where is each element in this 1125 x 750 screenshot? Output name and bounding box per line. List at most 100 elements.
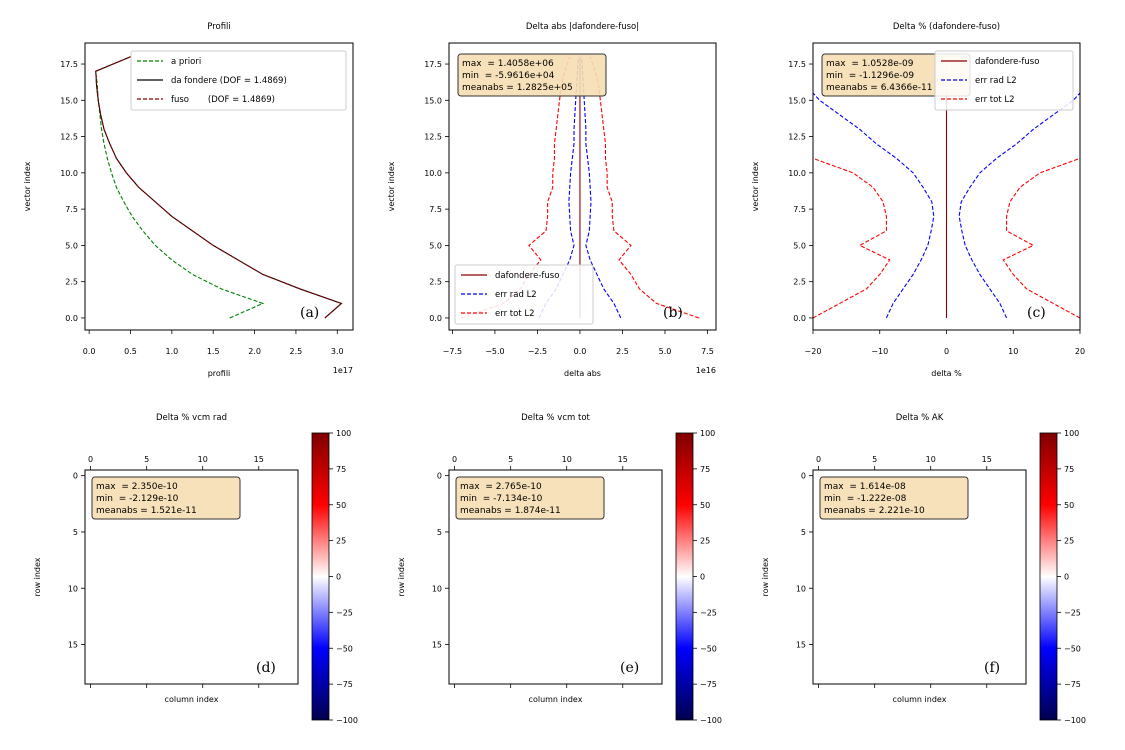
heat-cell xyxy=(516,470,528,482)
heat-cell xyxy=(460,650,472,662)
heat-cell xyxy=(594,616,607,628)
heat-cell xyxy=(264,582,276,595)
heat-cell xyxy=(639,661,652,674)
heat-cell xyxy=(85,605,97,617)
heat-cell xyxy=(538,672,551,685)
heat-cell xyxy=(594,593,607,606)
heat-cell xyxy=(561,650,573,662)
heat-cell xyxy=(482,616,495,628)
heat-cell xyxy=(936,526,948,538)
heat-cell xyxy=(493,526,506,538)
heat-cell xyxy=(869,560,881,572)
heat-cell xyxy=(869,627,881,640)
heat-cell xyxy=(197,672,209,685)
heat-cell xyxy=(813,526,825,538)
heat-cell xyxy=(230,650,243,662)
heat-cell xyxy=(152,616,164,628)
heat-cell xyxy=(561,537,573,550)
heat-cell xyxy=(936,560,948,572)
heat-cell xyxy=(605,571,618,583)
heat-cell xyxy=(857,616,870,628)
x-tick-label: 2.0 xyxy=(248,347,261,356)
heat-cell xyxy=(230,593,243,606)
heat-cell xyxy=(493,515,506,527)
heat-cell xyxy=(572,537,584,550)
heat-cell xyxy=(969,526,982,538)
heat-cell xyxy=(835,661,847,674)
heat-cell xyxy=(230,672,243,685)
heat-cell xyxy=(549,537,562,550)
heat-cell xyxy=(286,650,299,662)
heat-cell xyxy=(449,593,461,606)
heat-cell xyxy=(286,627,299,640)
panel-label: (b) xyxy=(663,305,683,321)
stats-box xyxy=(457,53,607,97)
heat-cell xyxy=(208,638,220,651)
heat-cell xyxy=(1014,548,1027,561)
heat-cell xyxy=(813,593,825,606)
heat-cell xyxy=(163,582,175,595)
heat-cell xyxy=(605,638,618,651)
heat-cell xyxy=(572,470,584,482)
heat-cell xyxy=(152,605,164,617)
heat-cell xyxy=(241,638,254,651)
heat-cell xyxy=(617,593,629,606)
heat-cell xyxy=(275,661,288,674)
heat-cell xyxy=(118,537,131,550)
heat-cell xyxy=(925,650,937,662)
colorbar-tick-label: −25 xyxy=(1064,608,1081,617)
heat-cell xyxy=(958,470,971,482)
heat-cell xyxy=(594,605,607,617)
x-tick-label: 10 xyxy=(198,455,208,464)
heat-cell xyxy=(85,470,97,482)
heat-cell xyxy=(286,582,299,595)
heat-cell xyxy=(549,638,562,651)
heat-cell xyxy=(482,526,495,538)
legend-label: fuso (DOF = 1.4869) xyxy=(171,95,275,105)
heat-cell xyxy=(981,627,993,640)
heat-cell xyxy=(639,537,652,550)
heat-cell xyxy=(947,672,960,685)
heat-cell xyxy=(107,593,119,606)
y-tick-label: 5.0 xyxy=(793,241,806,250)
heat-cell xyxy=(902,548,915,561)
heat-cell xyxy=(1014,638,1027,651)
heat-cell xyxy=(1014,560,1027,572)
x-tick-label: 10 xyxy=(1008,347,1018,356)
heat-cell xyxy=(880,560,892,572)
heat-cell xyxy=(208,650,220,662)
heat-cell xyxy=(594,560,607,572)
heat-cell xyxy=(583,537,596,550)
heat-cell xyxy=(617,492,629,505)
colorbar-tick-label: 0 xyxy=(1064,573,1069,582)
heat-cell xyxy=(981,582,993,595)
heat-cell xyxy=(605,616,618,628)
heat-cell xyxy=(583,571,596,583)
heat-cell xyxy=(958,526,971,538)
series-line-mirror xyxy=(813,157,891,319)
x-axis-label: profili xyxy=(208,369,231,378)
heat-cell xyxy=(505,627,517,640)
heat-cell xyxy=(163,548,175,561)
colorbar-tick-label: 50 xyxy=(336,501,346,510)
heat-cell xyxy=(118,605,131,617)
heat-cell xyxy=(650,481,663,493)
y-axis-label: vector index xyxy=(751,161,760,211)
heat-cell xyxy=(902,515,915,527)
heat-cell xyxy=(572,672,584,685)
heat-cell xyxy=(880,470,892,482)
heat-cell xyxy=(241,492,254,505)
heat-cell xyxy=(185,605,198,617)
heat-cell xyxy=(869,537,881,550)
heat-cell xyxy=(902,571,915,583)
colorbar-tick-label: 100 xyxy=(336,429,351,438)
heat-cell xyxy=(230,537,243,550)
heat-cell xyxy=(835,672,847,685)
heat-cell xyxy=(561,661,573,674)
heat-cell xyxy=(617,672,629,685)
heat-cell xyxy=(583,616,596,628)
heat-cell xyxy=(572,616,584,628)
heat-cell xyxy=(605,526,618,538)
heat-cell xyxy=(925,515,937,527)
heat-cell xyxy=(152,470,164,482)
